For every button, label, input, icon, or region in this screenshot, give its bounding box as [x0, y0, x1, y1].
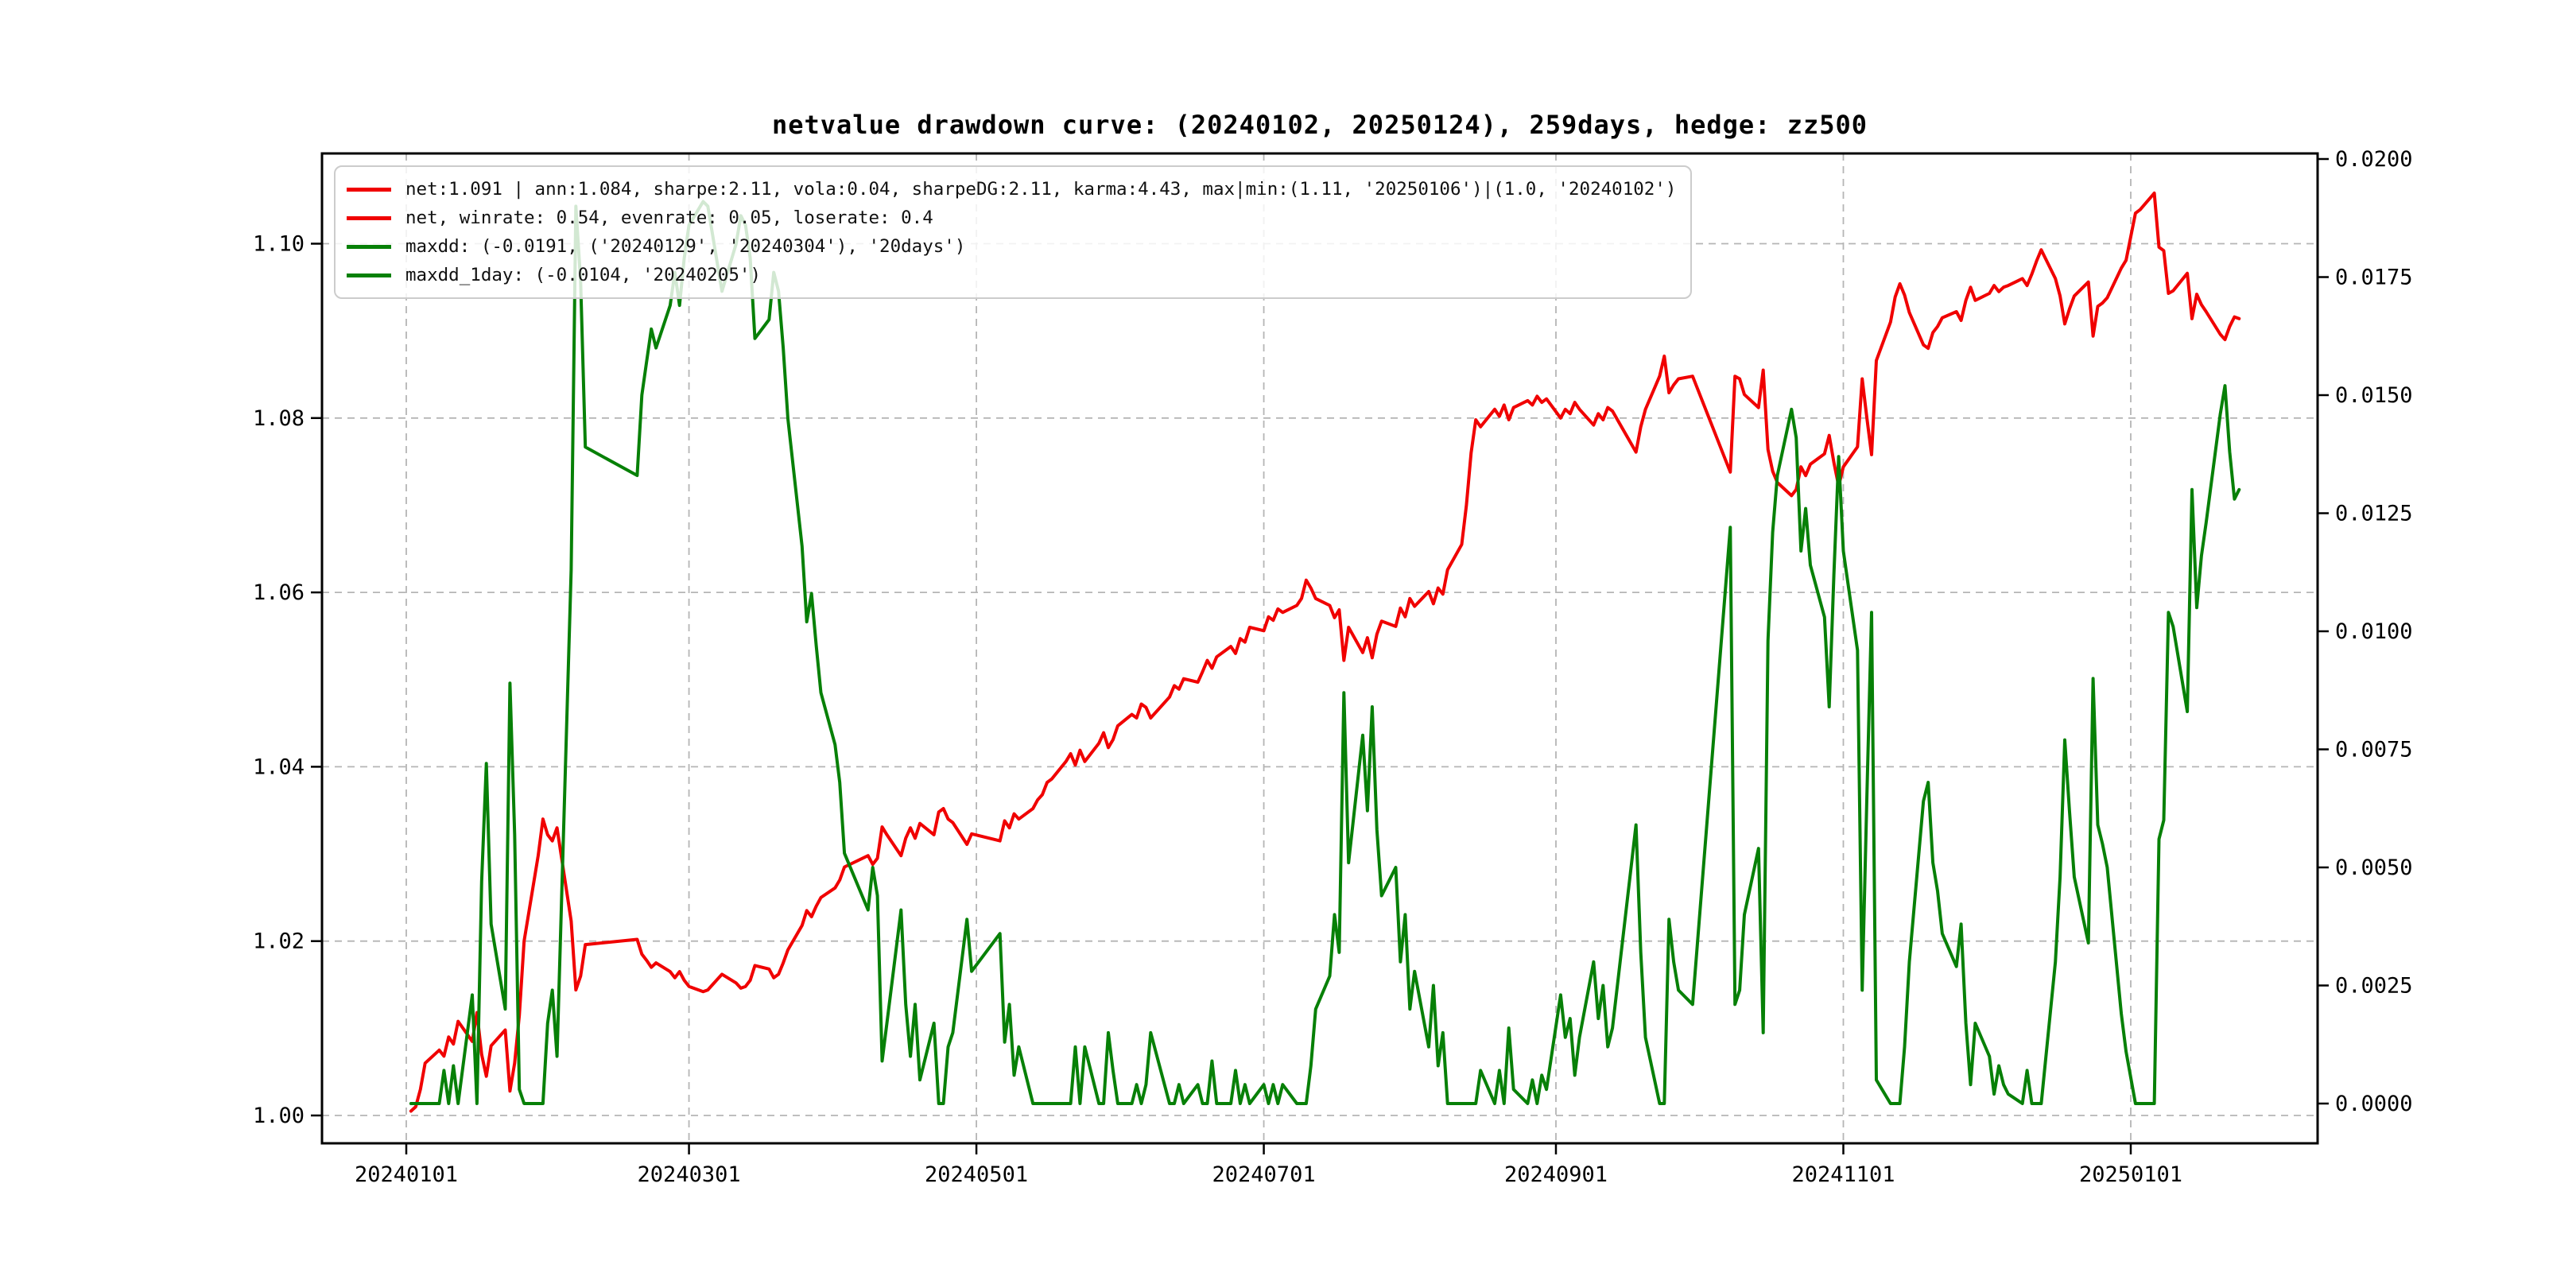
drawdown-line [409, 200, 2241, 1105]
chart-title: netvalue drawdown curve: (20240102, 2025… [771, 110, 1868, 140]
x-tick-label: 20240701 [1212, 1162, 1316, 1187]
legend-label: maxdd_1day: (-0.0104, '20240205') [405, 265, 762, 285]
x-tick-label: 20250101 [2079, 1162, 2182, 1187]
y-left-tick-label: 1.04 [253, 755, 305, 779]
legend-label: maxdd: (-0.0191, ('20240129', '20240304'… [405, 236, 966, 257]
legend-line-swatch [347, 187, 391, 192]
y-right-tick-label: 0.0025 [2335, 974, 2413, 999]
y-left-tick-label: 1.06 [253, 580, 305, 605]
legend-line-swatch [347, 244, 391, 249]
x-tick-label: 20241101 [1791, 1162, 1895, 1187]
y-left-tick-label: 1.00 [253, 1104, 305, 1128]
x-tick-label: 20240101 [355, 1162, 458, 1187]
plot-frame [320, 152, 2319, 1145]
net-line [409, 191, 2241, 1113]
legend-entry: net:1.091 | ann:1.084, sharpe:2.11, vola… [347, 175, 1676, 204]
legend-line-swatch [347, 215, 391, 220]
y-right-tick-label: 0.0075 [2335, 738, 2413, 762]
y-right-tick-label: 0.0175 [2335, 266, 2413, 290]
y-left-tick-label: 1.10 [253, 232, 305, 257]
legend-entry: maxdd: (-0.0191, ('20240129', '20240304'… [347, 232, 1676, 261]
y-right-tick-label: 0.0000 [2335, 1092, 2413, 1116]
y-right-tick-label: 0.0200 [2335, 147, 2413, 172]
y-left-tick-label: 1.08 [253, 406, 305, 431]
y-right-tick-label: 0.0125 [2335, 502, 2413, 526]
x-tick-label: 20240901 [1504, 1162, 1608, 1187]
legend-label: net:1.091 | ann:1.084, sharpe:2.11, vola… [405, 179, 1677, 200]
legend-entry: net, winrate: 0.54, evenrate: 0.05, lose… [347, 204, 1676, 232]
y-left-tick-label: 1.02 [253, 929, 305, 954]
y-right-tick-label: 0.0150 [2335, 383, 2413, 408]
legend-box: net:1.091 | ann:1.084, sharpe:2.11, vola… [334, 165, 1693, 299]
legend-entry: maxdd_1day: (-0.0104, '20240205') [347, 261, 1676, 289]
y-right-tick-label: 0.0100 [2335, 619, 2413, 644]
legend-label: net, winrate: 0.54, evenrate: 0.05, lose… [405, 208, 933, 228]
x-tick-label: 20240501 [925, 1162, 1028, 1187]
y-right-tick-label: 0.0050 [2335, 855, 2413, 880]
x-tick-label: 20240301 [638, 1162, 741, 1187]
legend-line-swatch [347, 273, 391, 277]
